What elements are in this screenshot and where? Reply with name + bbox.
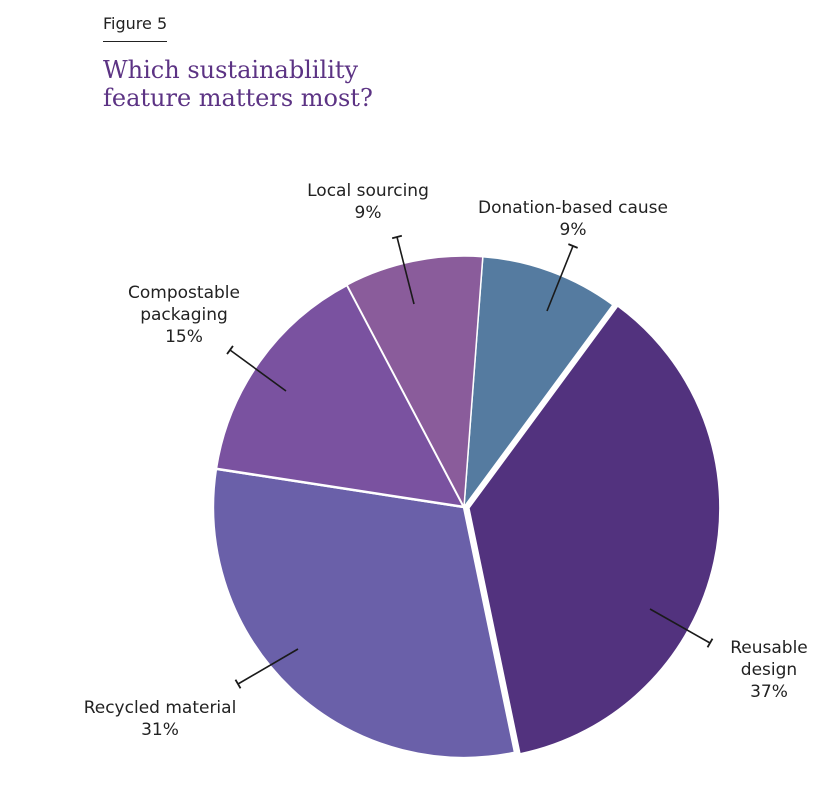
slice-label-compostable-packaging: Compostable packaging 15% [128, 283, 240, 347]
leader-cap-reusable-design [706, 638, 714, 648]
slice-category-label: Recycled material [84, 698, 237, 718]
chart-title-line-1: Which sustainablility [103, 56, 359, 84]
chart-title: Which sustainablility feature matters mo… [103, 56, 503, 112]
leader-line-compostable-packaging [229, 349, 287, 392]
pie-slice-recycled-material [211, 467, 517, 760]
leader-line-local-sourcing [396, 236, 415, 305]
chart-title-line-2: feature matters most? [103, 84, 373, 112]
slice-label-donation-based-cause: Donation-based cause 9% [478, 198, 668, 240]
slice-category-label: Compostable [128, 283, 240, 303]
slice-labels: Donation-based cause 9%Reusable design 37%R… [84, 181, 808, 740]
pie-slice-donation-based-cause [463, 255, 614, 508]
slice-category-label: packaging [140, 305, 228, 325]
slice-label-local-sourcing: Local sourcing 9% [307, 181, 429, 223]
slice-value-label: 9% [560, 220, 587, 240]
leader-cap-compostable-packaging [226, 345, 234, 355]
leader-line-donation-based-cause [546, 245, 574, 312]
figure-label-underline [103, 41, 167, 42]
figure-label: Figure 5 [103, 14, 168, 33]
leader-cap-recycled-material [234, 679, 242, 689]
slice-category-label: Local sourcing [307, 181, 429, 201]
pie-slices [211, 255, 721, 760]
slice-category-label: Donation-based cause [478, 198, 668, 218]
slice-label-recycled-material: Recycled material 31% [84, 698, 237, 740]
leader-lines [226, 234, 714, 689]
slice-category-label: Reusable [730, 638, 808, 658]
leader-line-recycled-material [237, 648, 299, 685]
pie-slice-local-sourcing [346, 255, 484, 508]
pie-slice-reusable-design [468, 305, 721, 755]
slice-value-label: 9% [355, 203, 382, 223]
slice-value-label: 15% [165, 327, 203, 347]
leader-cap-donation-based-cause [568, 243, 578, 249]
pie-slice-compostable-packaging [214, 283, 466, 509]
slice-label-reusable-design: Reusable design 37% [730, 638, 808, 702]
slice-value-label: 37% [750, 682, 788, 702]
leader-line-reusable-design [649, 608, 711, 644]
slice-category-label: design [741, 660, 797, 680]
slice-value-label: 31% [141, 720, 179, 740]
leader-cap-local-sourcing [391, 234, 403, 240]
